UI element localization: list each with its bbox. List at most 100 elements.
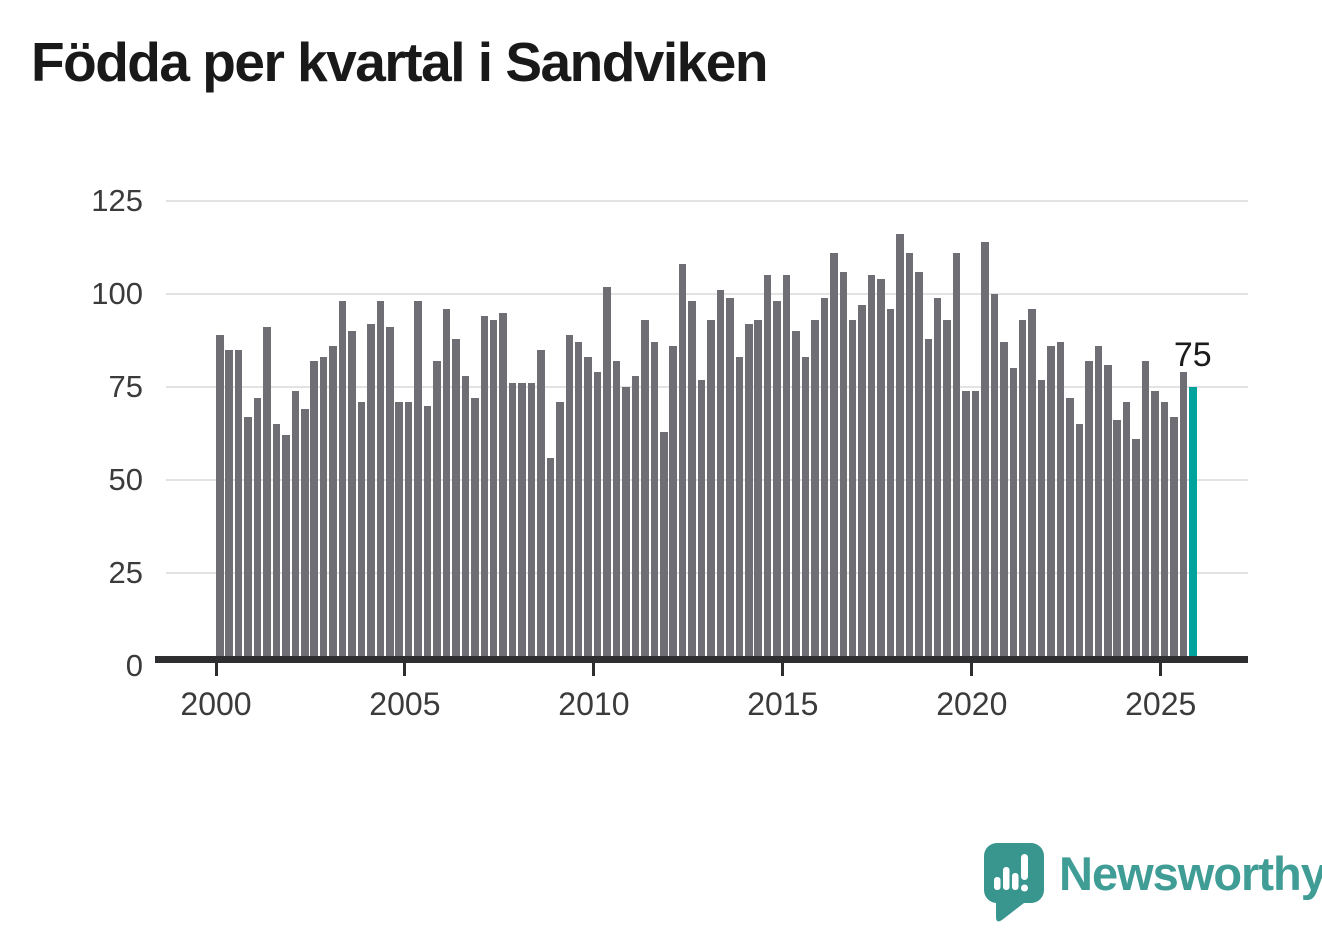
bar	[263, 327, 271, 660]
bar	[404, 401, 413, 660]
newsworthy-logo: Newsworthy	[982, 841, 1322, 923]
bar	[499, 312, 507, 660]
bar	[735, 357, 744, 660]
bar	[376, 301, 385, 660]
y-tick-label-125: 125	[91, 183, 143, 218]
bar	[1009, 368, 1018, 660]
y-tick-label-25: 25	[108, 555, 143, 590]
y-tick-label-75: 75	[108, 369, 143, 404]
bar	[782, 275, 791, 660]
bar	[1056, 342, 1065, 660]
bar	[1160, 401, 1169, 660]
bar	[820, 297, 829, 660]
bar	[1066, 398, 1074, 660]
bar	[697, 379, 706, 660]
x-tick-label-2025: 2025	[1125, 686, 1197, 722]
bar	[1085, 360, 1093, 660]
bar	[489, 320, 498, 660]
bar	[669, 346, 677, 660]
bar	[433, 360, 441, 660]
bar	[631, 375, 640, 660]
bar	[877, 279, 885, 660]
bar	[962, 390, 970, 660]
bar	[1104, 364, 1112, 660]
bar	[1141, 360, 1150, 660]
bar	[981, 241, 989, 660]
bar	[990, 294, 999, 660]
bar	[1018, 320, 1027, 660]
bar	[745, 323, 753, 660]
bar	[1179, 372, 1188, 660]
bar	[357, 401, 366, 660]
gridline-100	[166, 293, 1248, 295]
bar	[234, 349, 243, 660]
newsworthy-wordmark: Newsworthy	[1059, 847, 1322, 900]
y-tick-label-100: 100	[91, 276, 143, 311]
bar	[754, 320, 762, 660]
x-tick-label-2020: 2020	[936, 686, 1008, 722]
bar	[1170, 416, 1178, 660]
bar	[641, 320, 649, 660]
bar	[1037, 379, 1046, 660]
bar	[612, 360, 621, 660]
bar	[1151, 390, 1159, 660]
bar	[660, 431, 668, 660]
bar	[1132, 439, 1140, 660]
bar	[726, 297, 734, 660]
bar	[471, 398, 479, 660]
x-tick-2000	[214, 663, 218, 676]
bar	[593, 372, 602, 660]
bar	[584, 357, 592, 660]
bar	[678, 264, 687, 660]
bar	[414, 301, 422, 660]
bar	[896, 234, 904, 660]
bar	[1113, 420, 1121, 660]
bar	[839, 271, 847, 660]
bar	[386, 327, 394, 660]
bar	[423, 405, 432, 660]
x-axis-line	[155, 656, 1248, 663]
bar	[338, 301, 347, 660]
x-tick-label-2005: 2005	[369, 686, 441, 722]
bar	[272, 424, 281, 660]
bar	[905, 253, 914, 660]
bar	[792, 331, 800, 660]
bar	[301, 409, 309, 660]
x-tick-2025	[1159, 663, 1163, 676]
bar	[952, 253, 961, 660]
last-value-annotation: 75	[1173, 336, 1212, 374]
bar	[282, 435, 290, 660]
bar	[915, 271, 923, 660]
x-tick-2015	[781, 663, 785, 676]
x-tick-2005	[403, 663, 407, 676]
bar	[603, 286, 611, 660]
bar	[811, 320, 819, 660]
bar	[650, 342, 659, 660]
bar	[688, 301, 696, 660]
gridline-25	[166, 572, 1248, 574]
bar	[858, 305, 866, 660]
gridline-50	[166, 479, 1248, 481]
bar	[442, 308, 451, 660]
bar	[216, 334, 224, 660]
bar-highlighted-latest	[1189, 387, 1197, 660]
bar	[574, 342, 583, 660]
bar	[461, 375, 470, 660]
bar	[546, 457, 555, 660]
bar	[848, 320, 857, 660]
bar	[508, 383, 517, 660]
bar	[395, 401, 403, 660]
bar	[763, 275, 772, 660]
bar	[622, 387, 630, 660]
bar	[1075, 424, 1084, 660]
bar	[1122, 401, 1131, 660]
bar	[556, 401, 564, 660]
bar	[452, 338, 460, 660]
y-tick-label-0: 0	[125, 648, 143, 683]
bar	[291, 390, 300, 660]
newsworthy-bubble-chart-icon	[983, 843, 1044, 922]
bar	[1094, 346, 1103, 660]
bar	[1000, 342, 1008, 660]
bar	[329, 346, 337, 660]
